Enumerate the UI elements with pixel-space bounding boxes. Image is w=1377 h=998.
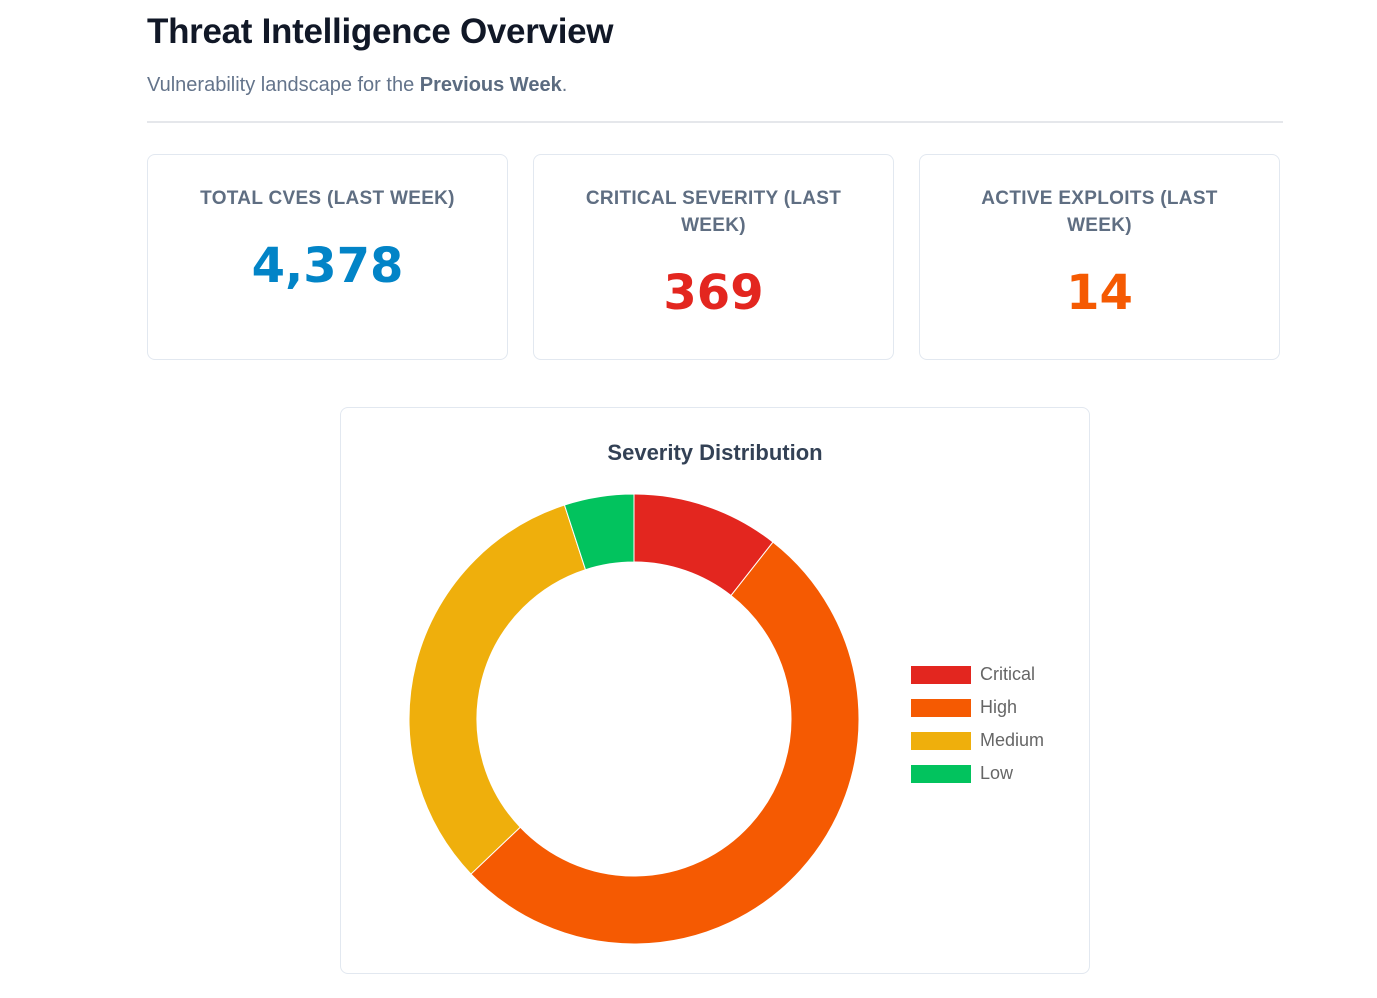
- page-subtitle: Vulnerability landscape for the Previous…: [147, 72, 1283, 98]
- legend-swatch: [911, 665, 971, 684]
- severity-donut-chart: [408, 493, 860, 945]
- header-divider: [147, 121, 1283, 123]
- stat-label: Total CVEs (Last Week): [200, 188, 455, 209]
- stat-card-total-cves: Total CVEs (Last Week) 4,378: [147, 154, 508, 360]
- legend-item-medium[interactable]: Medium: [911, 724, 1044, 757]
- page-title: Threat Intelligence Overview: [147, 12, 614, 51]
- stat-card-active-exploits: Active Exploits (Last Week) 14: [919, 154, 1280, 360]
- legend-label: Medium: [980, 730, 1045, 750]
- stat-label: Active Exploits (Last Week): [981, 188, 1218, 236]
- subtitle-prefix: Vulnerability landscape for the: [147, 74, 420, 96]
- legend-item-high[interactable]: High: [911, 691, 1044, 724]
- donut-slice-low[interactable]: [563, 493, 635, 571]
- stat-card-critical-severity: Critical Severity (Last Week) 369: [533, 154, 894, 360]
- subtitle-period: Previous Week: [419, 74, 562, 96]
- legend-swatch: [911, 731, 971, 750]
- legend-item-low[interactable]: Low: [911, 757, 1044, 790]
- stat-value: 369: [663, 265, 764, 321]
- legend-swatch: [911, 698, 971, 717]
- donut-slice-high[interactable]: [470, 541, 860, 945]
- chart-legend: Critical High Medium Low: [911, 658, 1044, 790]
- legend-item-critical[interactable]: Critical: [911, 658, 1044, 691]
- legend-label: High: [980, 697, 1018, 717]
- legend-swatch: [911, 764, 971, 783]
- severity-chart-card: Severity Distribution Critical High Medium…: [340, 407, 1090, 974]
- chart-title: Severity Distribution: [607, 440, 823, 465]
- stat-label: Critical Severity (Last Week): [585, 188, 842, 236]
- stat-value: 4,378: [251, 238, 404, 294]
- legend-label: Critical: [980, 664, 1036, 684]
- donut-slice-medium[interactable]: [408, 504, 587, 875]
- subtitle-suffix: .: [561, 74, 568, 96]
- legend-label: Low: [980, 763, 1014, 783]
- page-header: Threat Intelligence Overview Vulnerabili…: [147, 10, 1283, 98]
- stat-value: 14: [1066, 265, 1133, 321]
